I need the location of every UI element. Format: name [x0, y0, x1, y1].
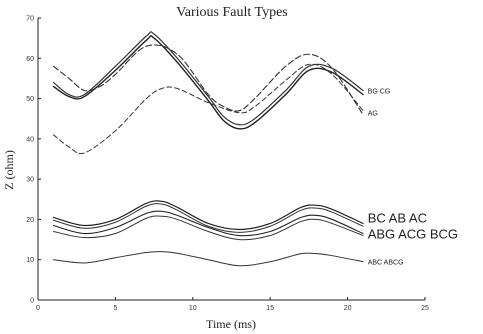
y-tick-label: 0 [30, 298, 34, 305]
series-curves [52, 31, 364, 267]
series-label-3: ABG ACG BCG [368, 227, 458, 242]
x-tick-label: 10 [189, 305, 197, 312]
y-tick-label: 70 [26, 16, 34, 23]
series-label-2: BC AB AC [368, 210, 427, 225]
series-label-1: AG [368, 111, 378, 118]
series-line-2 [52, 44, 364, 116]
y-tick-label: 50 [26, 96, 34, 103]
series-label-4: ABC ABCG [368, 260, 404, 267]
x-tick-label: 15 [266, 305, 274, 312]
series-line-8 [52, 251, 364, 267]
y-tick-label: 20 [26, 217, 34, 224]
series-line-6 [52, 210, 364, 237]
y-tick-label: 40 [26, 136, 34, 143]
x-tick-label: 0 [36, 305, 40, 312]
series-labels: BG CG AG BC AB AC ABG ACG BCG ABC ABCG [368, 89, 458, 267]
x-tick-label: 5 [113, 305, 117, 312]
y-tick-label: 30 [26, 177, 34, 184]
series-line-5 [52, 203, 364, 233]
series-line-0 [52, 35, 364, 130]
series-line-3 [52, 63, 364, 155]
x-tick-label: 20 [344, 305, 352, 312]
y-tick-label: 60 [26, 56, 34, 63]
y-tick-label: 10 [26, 257, 34, 264]
axes: 0 5 10 15 20 25 0 10 20 30 40 50 60 70 [26, 16, 429, 313]
series-label-0: BG CG [368, 89, 391, 96]
x-axis-label: Time (ms) [206, 317, 256, 331]
series-line-1 [52, 31, 364, 126]
x-tick-label: 25 [421, 305, 429, 312]
series-line-7 [52, 215, 364, 241]
series-line-4 [52, 200, 364, 231]
y-axis-label: Z (ohm) [2, 150, 16, 190]
chart-title: Various Fault Types [176, 5, 288, 20]
